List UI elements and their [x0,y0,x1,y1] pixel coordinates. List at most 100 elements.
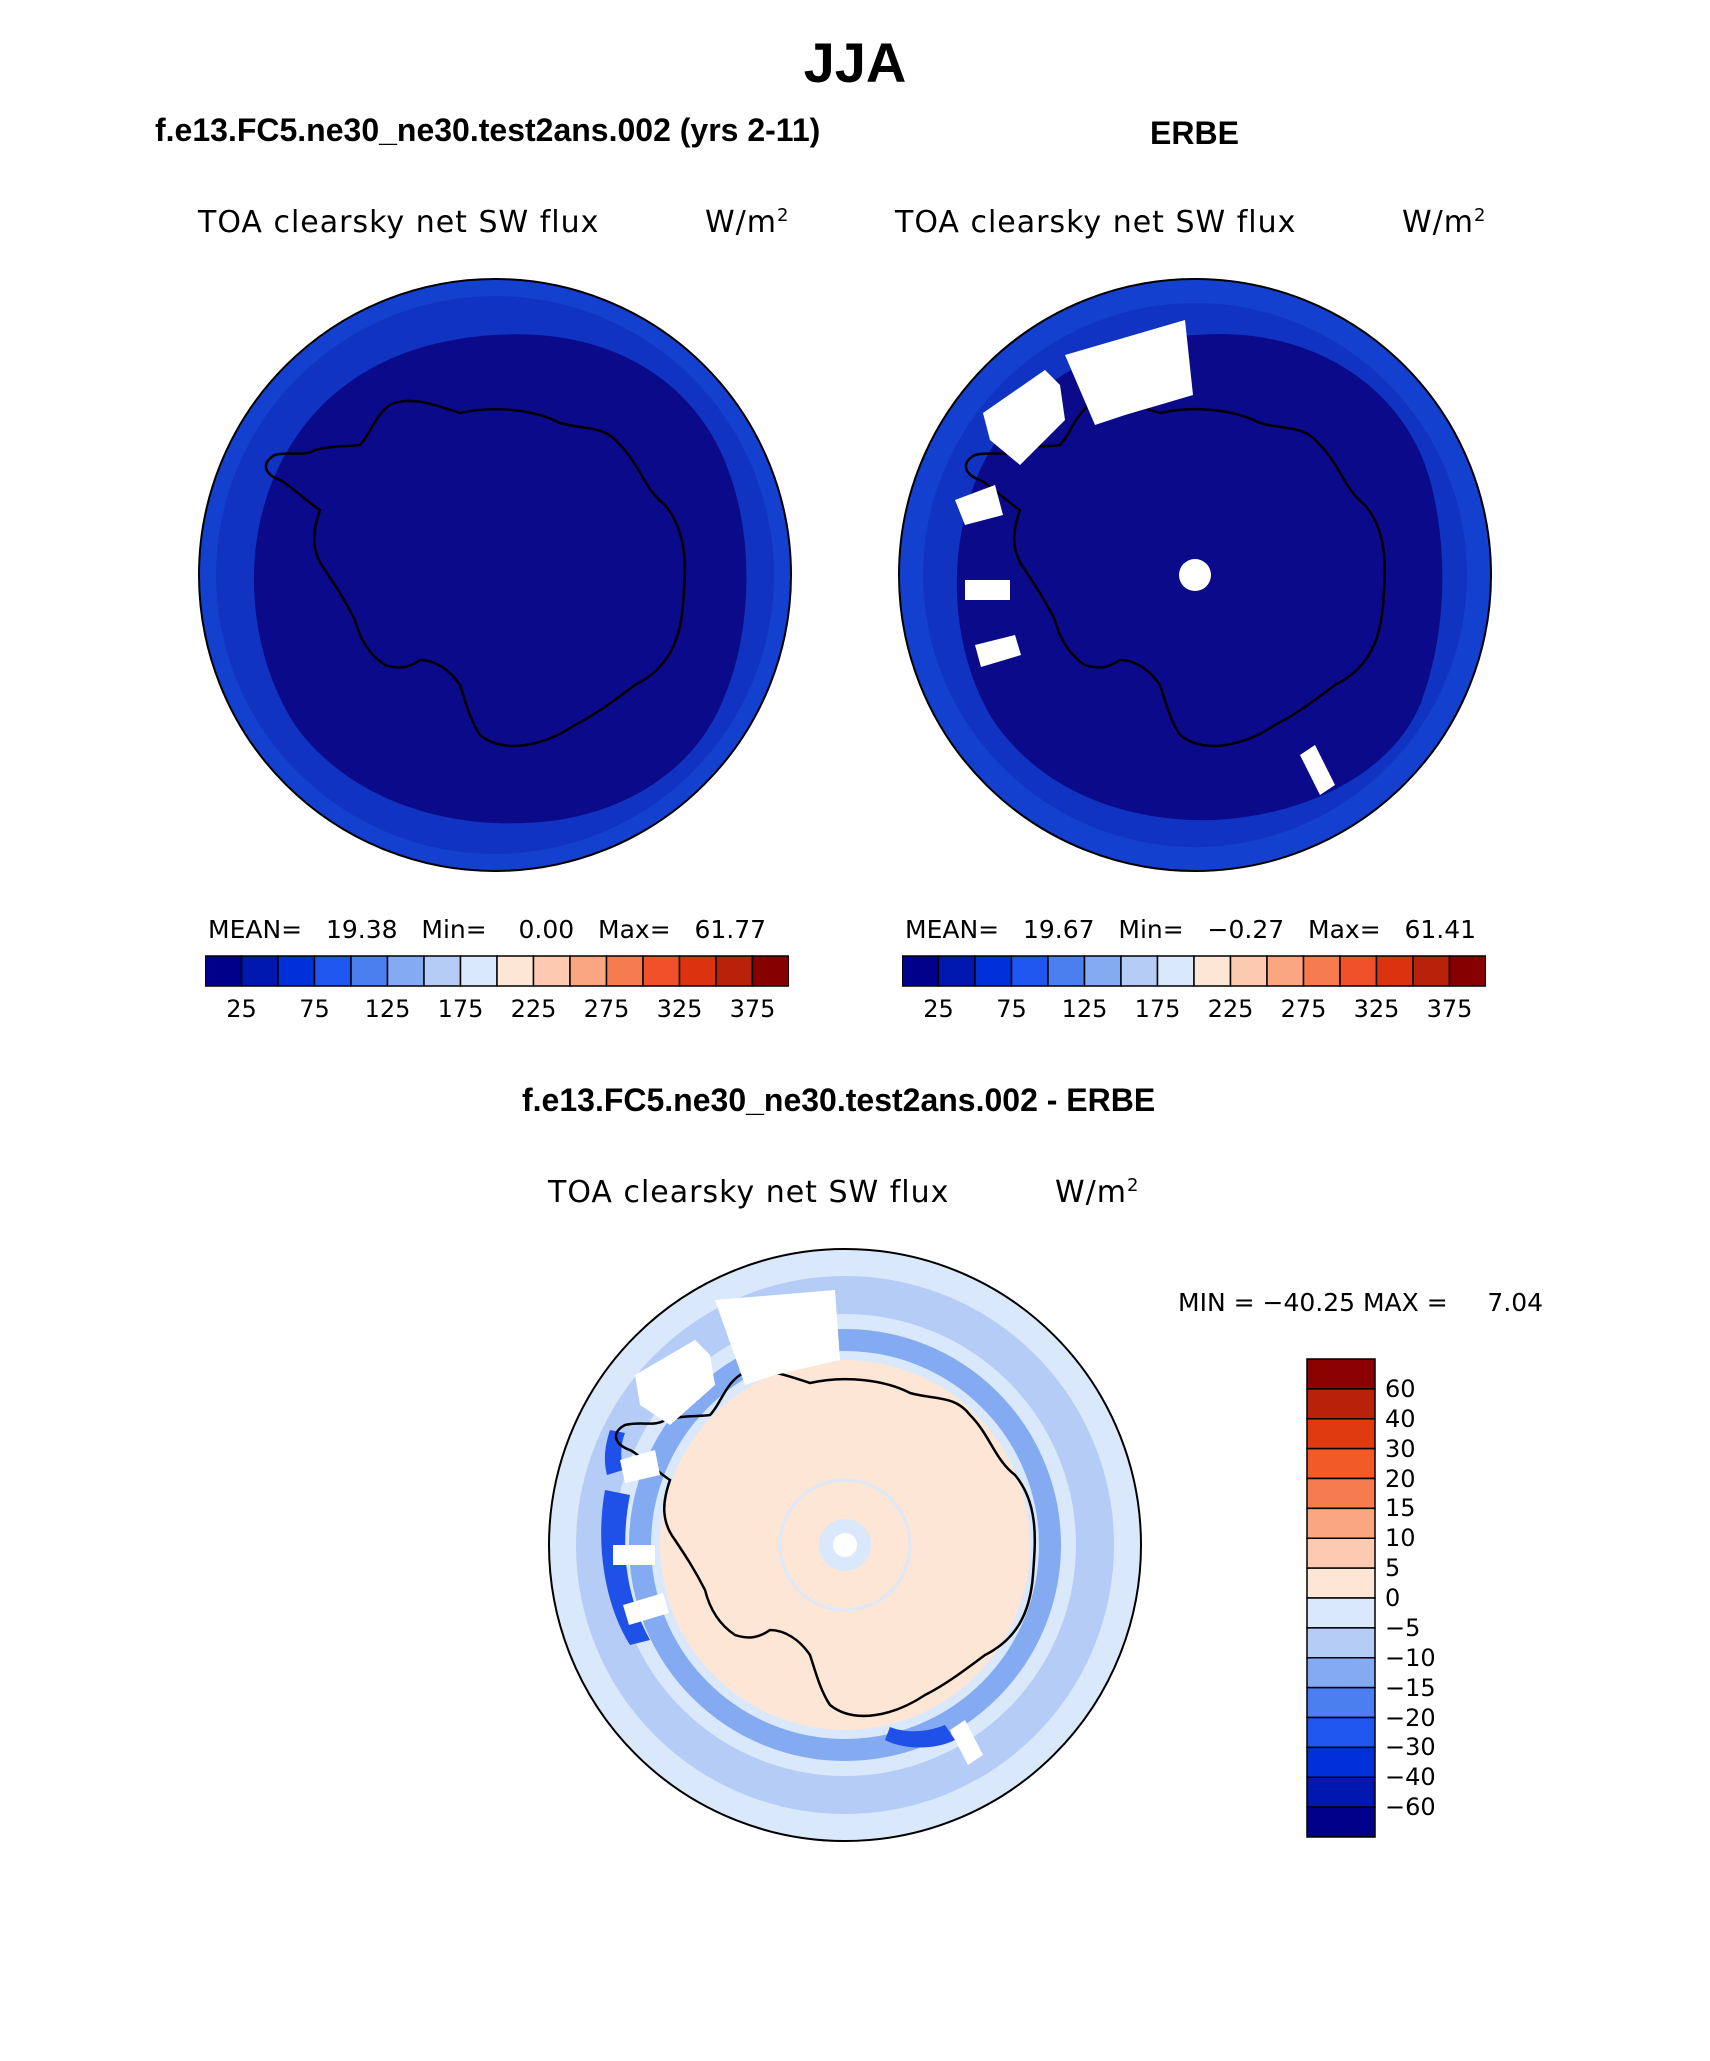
colorbar-tick-label: 25 [226,995,257,1023]
colorbar-tick-label: 325 [656,995,703,1023]
right-missing-region-4 [965,580,1010,600]
bottom-strong-negative-nw [604,1430,625,1475]
right-stats: MEAN= 19.67 Min= −0.27 Max= 61.41 [905,915,1477,944]
colorbar-tick-label: 275 [1280,995,1327,1023]
diff-colorbar-swatch [1306,1507,1376,1539]
bottom-map-pole-ring [778,1478,912,1612]
bottom-missing-region-3 [620,1450,660,1483]
bottom-map-band-light [576,1276,1114,1814]
colorbar-tick-label: 225 [1207,995,1254,1023]
diff-colorbar-label: 15 [1385,1494,1416,1523]
colorbar-tick-label: 25 [923,995,954,1023]
colorbar-tick-label: 75 [299,995,330,1023]
diff-colorbar-swatch [1306,1627,1376,1659]
right-map-border [898,278,1492,872]
colorbar-swatch [715,955,754,987]
right-case-title: ERBE [1150,115,1239,151]
colorbar-swatch [240,955,279,987]
diff-colorbar-swatch [1306,1388,1376,1420]
diff-colorbar-label: −5 [1385,1613,1421,1642]
colorbar-swatch [1229,955,1268,987]
left-polar-map [198,278,792,872]
diff-colorbar-label: 10 [1385,1524,1416,1553]
colorbar-swatch [1047,955,1086,987]
left-colorbar [205,955,789,987]
colorbar-swatch [1010,955,1049,987]
diff-colorbar-label: −30 [1385,1733,1436,1762]
colorbar-tick-label: 225 [510,995,557,1023]
bottom-missing-region-4 [613,1545,655,1565]
diff-colorbar-label: 20 [1385,1464,1416,1493]
bottom-missing-region-6 [950,1720,983,1765]
left-colorbar-ticks: 25 75 125 175 225 275 325 375 [205,995,789,1025]
right-missing-region-6 [1300,745,1335,795]
bottom-case-title: f.e13.FC5.ne30_ne30.test2ans.002 - ERBE [522,1082,1156,1118]
left-map-border [198,278,792,872]
colorbar-swatch [386,955,425,987]
right-missing-region-3 [955,485,1003,525]
diff-colorbar-swatch [1306,1806,1376,1838]
colorbar-swatch [1412,955,1451,987]
colorbar-swatch [605,955,644,987]
colorbar-swatch [1302,955,1341,987]
right-variable-label: TOA clearsky net SW flux [895,205,1297,240]
colorbar-swatch [1375,955,1414,987]
right-polar-map [898,278,1492,872]
right-pole-hole [1179,559,1211,591]
colorbar-tick-label: 175 [1134,995,1181,1023]
colorbar-swatch [902,955,940,987]
colorbar-tick-label: 375 [729,995,776,1023]
bottom-polar-map [548,1248,1142,1842]
diff-colorbar-swatch [1306,1716,1376,1749]
bottom-strong-negative-south [885,1725,955,1748]
colorbar-swatch [1156,955,1195,987]
colorbar-tick-label: 175 [437,995,484,1023]
diff-colorbar-label: −10 [1385,1643,1436,1672]
diff-colorbar-label: 30 [1385,1434,1416,1463]
colorbar-swatch [423,955,462,987]
diff-colorbar-swatch [1306,1657,1376,1689]
diff-colorbar-swatch [1306,1477,1376,1510]
right-colorbar [902,955,1486,987]
diff-colorbar-labels: 60 40 30 20 15 10 5 0 −5 −10 −15 −20 −30 −40 −60 [1385,1358,1485,1838]
diff-colorbar-swatch [1306,1447,1376,1480]
colorbar-swatch [496,955,535,987]
colorbar-swatch [1266,955,1305,987]
diff-colorbar-swatch [1306,1537,1376,1569]
diff-colorbar-label: 0 [1385,1584,1401,1612]
colorbar-swatch [1120,955,1159,987]
diff-colorbar-swatch [1306,1358,1376,1390]
colorbar-swatch [205,955,243,987]
colorbar-swatch [1193,955,1232,987]
colorbar-swatch [937,955,976,987]
colorbar-swatch [569,955,608,987]
colorbar-tick-label: 325 [1353,995,1400,1023]
diff-colorbar-swatch [1306,1418,1376,1450]
diff-colorbar-label: −60 [1385,1793,1436,1822]
bottom-antarctica-coastline [614,1369,1037,1718]
colorbar-swatch [1448,955,1486,987]
diff-colorbar-swatch [1306,1567,1376,1599]
bottom-units-label: W/m2 [1055,1175,1140,1210]
right-antarctica-coastline [964,399,1387,748]
diff-colorbar [1306,1358,1376,1838]
diff-colorbar-swatch [1306,1776,1376,1808]
bottom-strong-negative-west [601,1490,650,1645]
page-title: JJA [803,31,907,94]
right-missing-region-1 [1065,320,1193,425]
colorbar-swatch [1339,955,1378,987]
bottom-missing-region-1 [715,1290,840,1385]
bottom-pole-hole [833,1533,857,1557]
diff-colorbar-label: 60 [1385,1374,1416,1403]
diff-colorbar-swatch [1306,1686,1376,1719]
diff-colorbar-label: −20 [1385,1703,1436,1732]
colorbar-tick-label: 125 [1061,995,1108,1023]
bottom-missing-region-2 [635,1340,715,1425]
right-colorbar-ticks: 25 75 125 175 225 275 325 375 [902,995,1486,1025]
diff-colorbar-swatch [1306,1746,1376,1778]
left-map-inner-field [253,334,747,824]
right-units-label: W/m2 [1402,205,1487,240]
colorbar-swatch [678,955,717,987]
right-missing-region-2 [983,370,1065,465]
left-variable-label: TOA clearsky net SW flux [198,205,600,240]
